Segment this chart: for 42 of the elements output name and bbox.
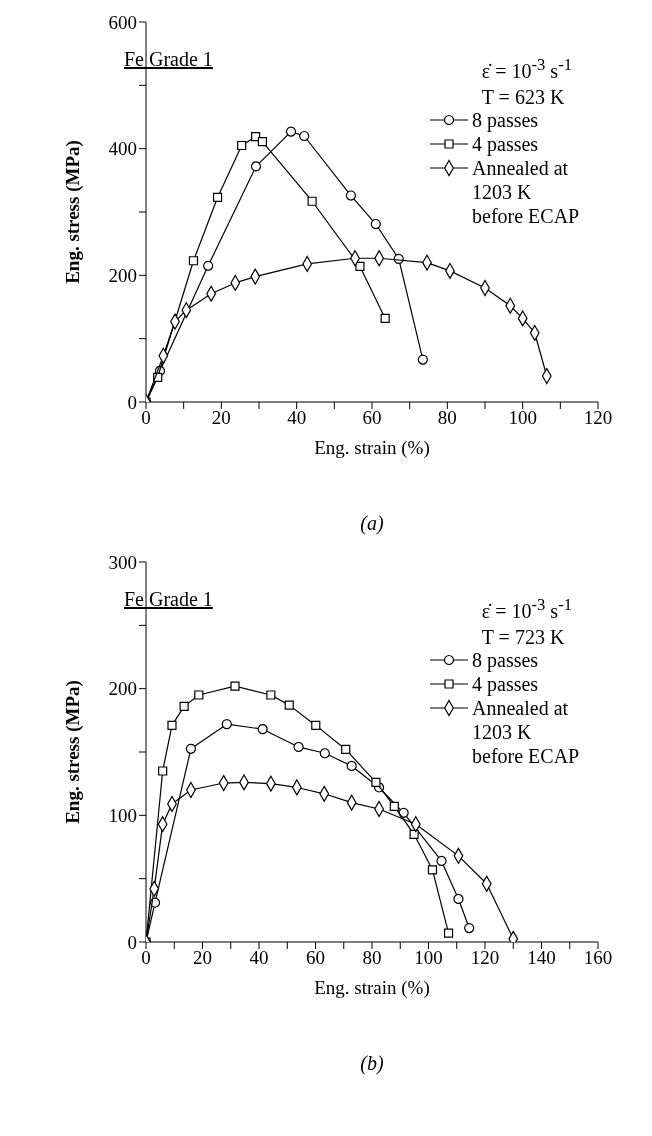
x-tick-label: 80 <box>362 947 382 969</box>
x-tick-label: 20 <box>193 947 212 969</box>
legend-label: 8 passes <box>472 108 540 132</box>
y-tick-label: 300 <box>108 551 137 573</box>
y-tick-label: 600 <box>108 11 137 33</box>
y-tick-label: 400 <box>108 138 137 160</box>
x-tick-label: 0 <box>141 947 151 969</box>
y-axis-title: Eng. stress (MPa) <box>61 680 84 824</box>
y-axis-title: Eng. stress (MPa) <box>61 140 84 284</box>
annotation: ε̇ = 10$^{-3}$ s$^{-1}$ <box>481 594 572 624</box>
y-tick-label: 100 <box>108 805 137 827</box>
x-tick-label: 120 <box>470 947 500 969</box>
y-tick-label: 0 <box>127 391 137 413</box>
y-tick-label: 200 <box>108 678 137 700</box>
annotation: ε̇ = 10$^{-3}$ s$^{-1}$ <box>481 54 572 84</box>
x-tick-label: 40 <box>249 947 269 969</box>
annotation: T = 623 K <box>481 84 566 110</box>
legend-label: 8 passes <box>472 648 540 672</box>
x-tick-label: 80 <box>437 407 457 429</box>
x-tick-label: 20 <box>211 407 231 429</box>
text: (b) <box>359 1052 385 1075</box>
x-axis-title: Eng. strain (%) <box>314 437 430 459</box>
x-tick-label: 100 <box>414 947 443 969</box>
legend-label: Annealed at 1203 K before ECAP <box>472 156 581 228</box>
y-tick-label: 0 <box>127 931 137 953</box>
x-axis-title: Eng. strain (%) <box>314 977 430 999</box>
x-tick-label: 0 <box>141 407 151 429</box>
x-tick-label: 60 <box>362 407 382 429</box>
x-tick-label: 40 <box>287 407 307 429</box>
annotation: Fe Grade 1 <box>124 588 213 611</box>
x-tick-label: 60 <box>306 947 325 969</box>
y-tick-label: 200 <box>108 265 137 287</box>
x-tick-label: 140 <box>527 947 556 969</box>
text: (a) <box>359 512 385 535</box>
x-tick-label: 120 <box>583 407 613 429</box>
legend-label: 4 passes <box>472 132 540 156</box>
annotation: T = 723 K <box>481 624 566 650</box>
legend-label: 4 passes <box>472 672 540 696</box>
x-tick-label: 160 <box>583 947 613 969</box>
x-tick-label: 100 <box>508 407 537 429</box>
annotation: Fe Grade 1 <box>124 48 213 71</box>
legend-label: Annealed at 1203 K before ECAP <box>472 696 581 768</box>
